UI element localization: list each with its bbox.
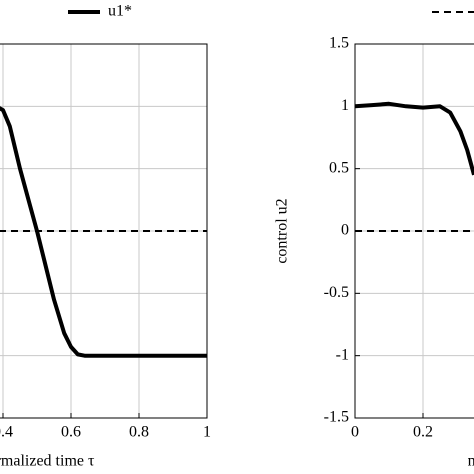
y-tick-label: 0 xyxy=(341,222,349,239)
series-line xyxy=(0,106,207,358)
legend-label: u1* xyxy=(108,3,132,20)
y-axis-label: control u2 xyxy=(274,198,291,263)
y-tick-label: 1 xyxy=(341,97,349,114)
x-tick-label: 0 xyxy=(351,424,359,441)
x-axis-label: normalized time τ xyxy=(0,453,95,470)
series-line xyxy=(354,101,474,176)
x-tick-label: 0.4 xyxy=(0,424,13,441)
y-tick-label: 1.5 xyxy=(329,35,349,52)
y-tick-label: -1.5 xyxy=(324,409,349,426)
x-axis-label: normalized time τ xyxy=(468,453,474,470)
x-tick-label: 1 xyxy=(203,424,211,441)
y-tick-label: 0.5 xyxy=(329,159,349,176)
x-tick-label: 0.8 xyxy=(129,424,149,441)
x-tick-label: 0.2 xyxy=(413,424,433,441)
y-tick-label: -0.5 xyxy=(324,284,349,301)
y-tick-label: -1 xyxy=(336,346,349,363)
x-tick-label: 0.6 xyxy=(61,424,81,441)
